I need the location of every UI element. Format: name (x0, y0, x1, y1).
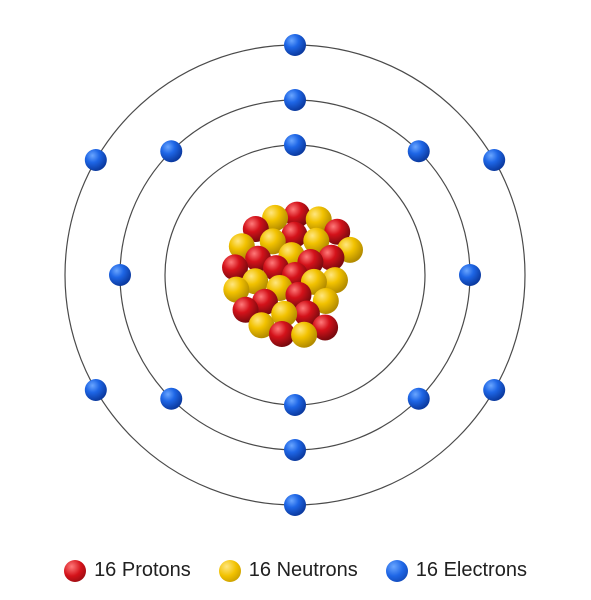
electron (160, 140, 182, 162)
neutron-icon (219, 560, 241, 582)
electron (483, 379, 505, 401)
legend-label-electrons: 16 Electrons (416, 559, 527, 582)
electron (408, 140, 430, 162)
electron (85, 149, 107, 171)
nucleus (222, 202, 363, 348)
electron-icon (386, 560, 408, 582)
electron (459, 264, 481, 286)
legend-item-neutrons: 16 Neutrons (219, 559, 358, 582)
legend-label-neutrons: 16 Neutrons (249, 559, 358, 582)
electron (284, 134, 306, 156)
electron (408, 388, 430, 410)
proton (269, 321, 295, 347)
electron (284, 394, 306, 416)
legend-item-protons: 16 Protons (64, 559, 191, 582)
neutron (291, 322, 317, 348)
electron (109, 264, 131, 286)
atom-diagram: 16 Protons 16 Neutrons 16 Electrons (0, 0, 591, 600)
legend-label-protons: 16 Protons (94, 559, 191, 582)
electron (284, 89, 306, 111)
atom-svg (0, 0, 591, 600)
electron (85, 379, 107, 401)
electron (160, 388, 182, 410)
legend: 16 Protons 16 Neutrons 16 Electrons (0, 559, 591, 582)
electron (284, 34, 306, 56)
electron (284, 439, 306, 461)
proton-icon (64, 560, 86, 582)
electron (284, 494, 306, 516)
legend-item-electrons: 16 Electrons (386, 559, 527, 582)
electron (483, 149, 505, 171)
